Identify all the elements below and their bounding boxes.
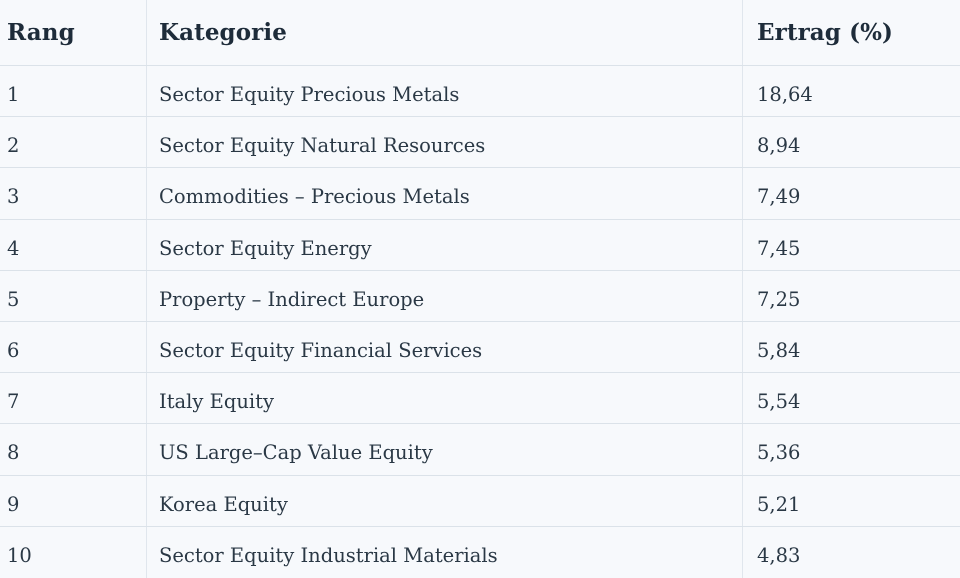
column-header-ertrag: Ertrag (%) [757,19,894,46]
table-row: 3 Commodities – Precious Metals 7,49 [0,168,960,220]
cell-rang: 5 [0,270,147,321]
table-row: 1 Sector Equity Precious Metals 18,64 [0,66,960,118]
cell-rang: 9 [0,475,147,526]
table-row: 9 Korea Equity 5,21 [0,475,960,527]
table-row: 8 US Large–Cap Value Equity 5,36 [0,424,960,476]
cell-rang: 3 [0,168,147,219]
column-header-kategorie: Kategorie [147,0,743,65]
cell-rang: 10 [0,526,147,578]
cell-kategorie: Sector Equity Energy [147,219,743,270]
cell-kategorie: Italy Equity [147,373,743,424]
cell-ertrag: 5,36 [757,441,801,465]
cell-ertrag: 4,83 [757,544,801,568]
cell-rang: 7 [0,373,147,424]
table-header-row: Rang Kategorie Ertrag (%) [0,0,960,66]
cell-rang: 8 [0,424,147,475]
cell-kategorie: Sector Equity Financial Services [147,321,743,373]
column-header-rang: Rang [0,0,147,65]
cell-ertrag: 5,21 [757,492,801,516]
cell-kategorie: Korea Equity [147,475,743,526]
cell-ertrag: 5,54 [757,390,801,414]
table-row: 4 Sector Equity Energy 7,45 [0,219,960,271]
cell-kategorie: Property – Indirect Europe [147,270,743,321]
cell-kategorie: Sector Equity Industrial Materials [147,526,743,578]
cell-ertrag: 7,45 [757,236,801,260]
cell-kategorie: Sector Equity Natural Resources [147,117,743,168]
cell-ertrag: 18,64 [757,83,813,107]
table-row: 2 Sector Equity Natural Resources 8,94 [0,117,960,169]
cell-rang: 2 [0,117,147,168]
cell-rang: 1 [0,66,147,117]
cell-rang: 6 [0,321,147,373]
cell-kategorie: US Large–Cap Value Equity [147,424,743,475]
cell-ertrag: 7,49 [757,185,801,209]
cell-ertrag: 8,94 [757,134,801,158]
cell-kategorie: Commodities – Precious Metals [147,168,743,219]
cell-rang: 4 [0,219,147,270]
cell-ertrag: 5,84 [757,339,801,363]
table-row: 10 Sector Equity Industrial Materials 4,… [0,526,960,578]
table-row: 7 Italy Equity 5,54 [0,373,960,425]
table-row: 5 Property – Indirect Europe 7,25 [0,270,960,322]
cell-ertrag: 7,25 [757,287,801,311]
table-row: 6 Sector Equity Financial Services 5,84 [0,321,960,374]
cell-kategorie: Sector Equity Precious Metals [147,66,743,117]
